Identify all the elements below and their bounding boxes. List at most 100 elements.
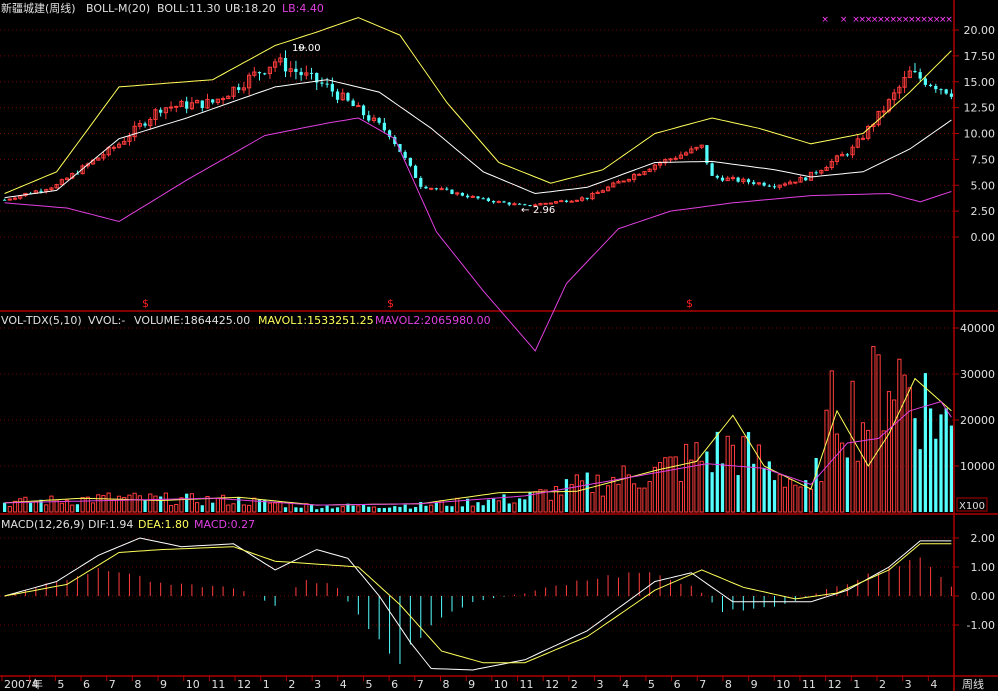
candle-body-down xyxy=(481,198,485,200)
boll-upper-band-line xyxy=(4,17,952,194)
x-marker: × xyxy=(865,15,873,25)
candle-body-down xyxy=(263,73,267,75)
candle-body-down xyxy=(445,188,449,190)
candle-body-down xyxy=(528,204,532,206)
x-tick-label: 4 xyxy=(930,678,937,691)
volume-bar-down xyxy=(200,505,204,512)
candle-body-up xyxy=(512,203,517,206)
x-tick-label: 8 xyxy=(725,678,732,691)
low-arrow: ← xyxy=(521,205,529,216)
volume-bar-up xyxy=(356,505,361,513)
x-tick-label: 11 xyxy=(802,678,816,691)
volume-y-tick-label: 40000 xyxy=(960,322,995,335)
x-tick-label: 3 xyxy=(905,678,912,691)
volume-bar-up xyxy=(512,502,517,513)
candle-body-down xyxy=(294,68,298,72)
candle-body-up xyxy=(288,68,293,72)
candle-body-up xyxy=(668,158,673,161)
volume-bar-up xyxy=(725,435,730,513)
volume-bar-up xyxy=(44,504,49,513)
x-marker: × xyxy=(933,15,941,25)
candle-body-down xyxy=(325,83,329,85)
mavol1-line xyxy=(4,377,952,506)
macd-indicator-label: MACD(12,26,9) xyxy=(1,518,85,531)
candle-body-up xyxy=(824,166,829,171)
volume-bar-up xyxy=(652,466,657,513)
volume-bar-up xyxy=(18,498,23,513)
candle-body-down xyxy=(320,82,324,84)
x-markers: × × ×××××××××××××××× xyxy=(821,15,952,25)
x-marker: × xyxy=(889,15,897,25)
candle-body-down xyxy=(913,71,917,73)
volume-bar-down xyxy=(720,463,725,512)
volume-bar-up xyxy=(189,493,194,513)
candle-body-up xyxy=(241,87,247,91)
candle-body-down xyxy=(491,200,496,203)
volume-bar-up xyxy=(626,474,631,513)
candle-body-up xyxy=(278,57,283,63)
volume-bar-up xyxy=(64,499,70,513)
volume-bar-up xyxy=(756,444,762,513)
period-label: 周线 xyxy=(962,677,984,691)
volume-bar-up xyxy=(90,502,96,513)
candle-body-up xyxy=(111,146,116,149)
candle-body-up xyxy=(127,136,132,142)
x-tick-label: 11 xyxy=(520,678,534,691)
x-marker: × xyxy=(908,15,916,25)
candle-body-up xyxy=(205,98,210,109)
x-marker: × xyxy=(920,15,928,25)
volume-bar-up xyxy=(777,474,782,513)
candle-body-down xyxy=(309,72,314,74)
volume-bar-up xyxy=(824,409,829,513)
volume-bar-up xyxy=(678,481,683,513)
volume-bar-up xyxy=(543,489,548,513)
x-marker: × xyxy=(859,15,867,25)
volume-bar-up xyxy=(699,460,704,513)
x-tick-label: 7 xyxy=(417,678,424,691)
candle-body-up xyxy=(543,202,548,205)
x-tick-label: 9 xyxy=(160,678,167,691)
x-tick-label: 12 xyxy=(545,678,559,691)
volume-bar-up xyxy=(496,500,501,513)
volume-bar-up xyxy=(273,502,278,513)
volume-bar-up xyxy=(127,494,132,513)
candle-body-up xyxy=(637,173,642,176)
candle-body-up xyxy=(548,202,553,205)
volume-bar-up xyxy=(892,399,897,513)
unit-label: X100 xyxy=(959,501,985,512)
volume-bar-up xyxy=(548,499,553,513)
volume-bar-up xyxy=(673,456,678,513)
x-tick-label: 3 xyxy=(314,678,321,691)
x-tick-label: 9 xyxy=(751,678,758,691)
volume-bar-up xyxy=(798,486,803,513)
candle-body-up xyxy=(267,66,273,75)
vvol-value: VVOL:- xyxy=(88,314,125,327)
candle-body-up xyxy=(605,186,611,192)
unit-box xyxy=(956,497,988,512)
price-candles xyxy=(2,50,954,208)
candle-body-up xyxy=(866,125,871,139)
volume-bar-down xyxy=(299,507,303,512)
candle-body-down xyxy=(460,192,465,196)
x-tick-label: 7 xyxy=(109,678,116,691)
volume-bar-down xyxy=(185,493,189,512)
candle-body-up xyxy=(840,153,845,157)
candle-body-up xyxy=(673,157,678,160)
x-marker: × xyxy=(927,15,935,25)
volume-bar-up xyxy=(12,500,18,513)
mavol2-value: MAVOL2:2065980.00 xyxy=(375,314,491,327)
macd-header: MACD(12,26,9) DIF:1.94 DEA:1.80 MACD:0.2… xyxy=(1,518,255,531)
volume-bar-up xyxy=(49,495,54,513)
candle-body-up xyxy=(429,187,434,190)
macd-y-tick-label: 0.00 xyxy=(971,590,996,603)
candle-body-up xyxy=(137,123,142,127)
volume-bar-down xyxy=(460,506,465,512)
boll-lower-band-line xyxy=(4,117,952,352)
x-tick-label: 4 xyxy=(32,678,39,691)
candle-body-down xyxy=(918,72,922,79)
candle-body-down xyxy=(939,89,943,91)
candle-body-up xyxy=(777,184,782,188)
volume-bar-up xyxy=(663,457,668,513)
